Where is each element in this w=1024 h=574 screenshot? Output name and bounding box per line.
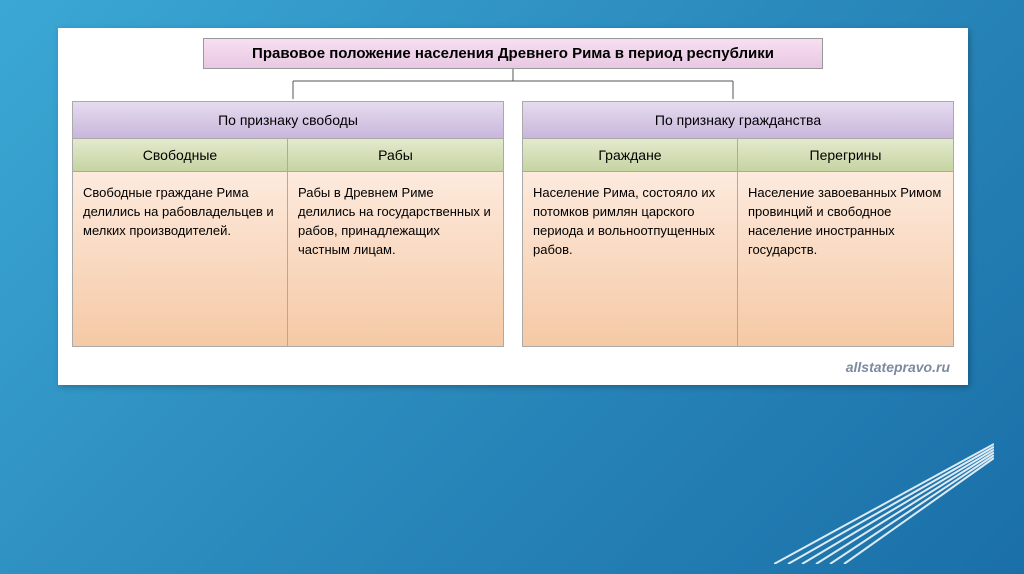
column-header: Перегрины xyxy=(738,139,954,172)
column-body: Рабы в Древнем Риме делились на государс… xyxy=(288,172,504,347)
column-body: Свободные граждане Рима делились на рабо… xyxy=(72,172,288,347)
column: РабыРабы в Древнем Риме делились на госу… xyxy=(288,139,504,347)
diagram-title: Правовое положение населения Древнего Ри… xyxy=(203,38,823,69)
decorative-diagonal-lines xyxy=(774,424,994,564)
column: ПерегриныНаселение завоеванных Римом про… xyxy=(738,139,954,347)
column-body: Население завоеванных Римом провинций и … xyxy=(738,172,954,347)
diagram-card: Правовое положение населения Древнего Ри… xyxy=(58,28,968,385)
watermark: allstatepravo.ru xyxy=(58,353,968,385)
column-header: Граждане xyxy=(522,139,738,172)
columns-row: СвободныеСвободные граждане Рима делилис… xyxy=(72,139,504,347)
connector-lines xyxy=(73,69,953,101)
column-body: Население Рима, состояло их потомков рим… xyxy=(522,172,738,347)
column: СвободныеСвободные граждане Рима делилис… xyxy=(72,139,288,347)
columns-row: ГражданеНаселение Рима, состояло их пото… xyxy=(522,139,954,347)
group-header: По признаку гражданства xyxy=(522,101,954,139)
group: По признаку гражданстваГражданеНаселение… xyxy=(522,101,954,347)
group-header: По признаку свободы xyxy=(72,101,504,139)
column-header: Рабы xyxy=(288,139,504,172)
column: ГражданеНаселение Рима, состояло их пото… xyxy=(522,139,738,347)
group: По признаку свободыСвободныеСвободные гр… xyxy=(72,101,504,347)
groups-container: По признаку свободыСвободныеСвободные гр… xyxy=(58,101,968,353)
column-header: Свободные xyxy=(72,139,288,172)
